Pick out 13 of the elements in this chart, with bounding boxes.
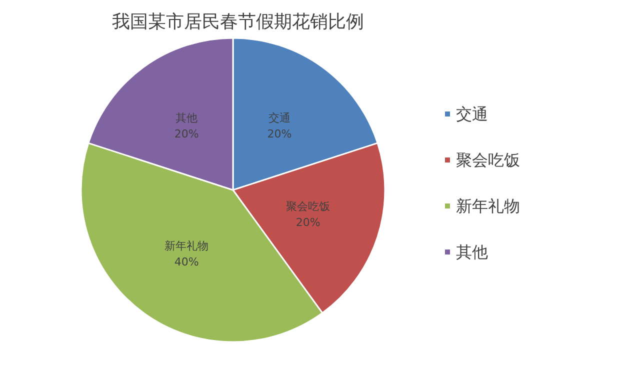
legend-label: 聚会吃饭	[456, 150, 520, 170]
data-label: 20%	[174, 128, 199, 141]
slice-label: 新年礼物	[164, 239, 209, 252]
legend-label: 新年礼物	[456, 196, 520, 216]
slice-label: 交通	[268, 112, 290, 125]
legend-label: 其他	[456, 242, 488, 262]
data-label: 20%	[296, 216, 320, 229]
slice-label: 其他	[176, 112, 198, 125]
slice-label: 聚会吃饭	[286, 200, 330, 213]
chart-title: 我国某市居民春节假期花销比例	[112, 12, 364, 32]
data-label: 20%	[267, 128, 292, 141]
data-label: 40%	[174, 255, 199, 268]
legend-label: 交通	[456, 104, 488, 124]
